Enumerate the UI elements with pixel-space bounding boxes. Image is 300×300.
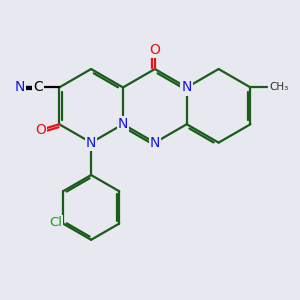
Text: O: O (149, 43, 160, 57)
Text: N: N (14, 80, 25, 94)
Text: N: N (150, 136, 160, 150)
Text: N: N (182, 80, 192, 94)
Text: CH₃: CH₃ (270, 82, 289, 92)
Text: C: C (33, 80, 43, 94)
Text: N: N (118, 117, 128, 131)
Text: Cl: Cl (49, 216, 62, 229)
Text: N: N (86, 136, 96, 150)
Text: O: O (35, 123, 46, 137)
